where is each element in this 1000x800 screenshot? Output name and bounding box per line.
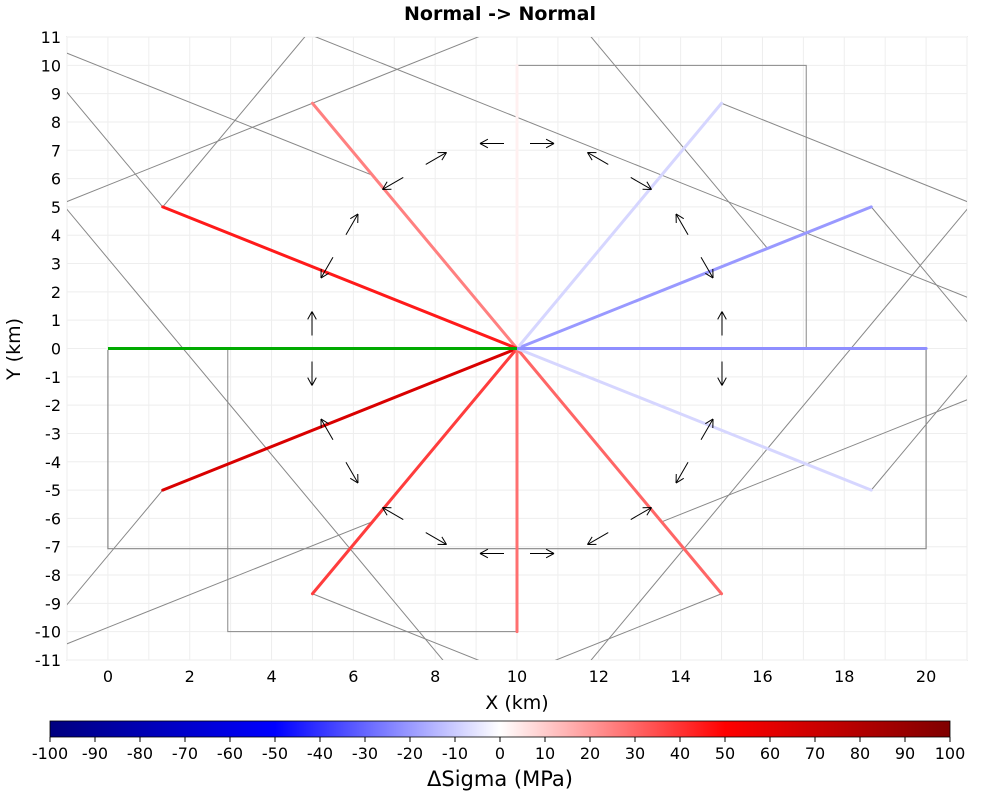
colorbar-tick-label: 100 [935, 744, 966, 763]
slip-arrow [717, 361, 727, 386]
slip-arrow [530, 548, 555, 559]
colorbar-tick-label: 20 [580, 744, 600, 763]
slip-arrow [630, 507, 652, 520]
x-tick-label: 16 [752, 667, 772, 686]
slip-arrow [345, 462, 359, 484]
colorbar-tick-label: -50 [262, 744, 288, 763]
slip-arrows [307, 138, 727, 559]
slip-arrow [717, 311, 727, 336]
chart-title: Normal -> Normal [404, 3, 596, 25]
receiver-fault-trace [161, 205, 519, 350]
slip-arrow [320, 257, 334, 279]
slip-arrow [425, 151, 447, 165]
receiver-fault-trace [310, 101, 519, 350]
y-tick-label: -6 [45, 509, 61, 528]
slip-arrow [382, 507, 404, 520]
colorbar-tick-label: 80 [850, 744, 870, 763]
y-tick-label: 8 [51, 113, 61, 132]
y-tick-label: 4 [51, 226, 61, 245]
y-tick-label: -4 [45, 453, 61, 472]
slip-arrow [307, 311, 317, 336]
x-tick-label: 20 [916, 667, 936, 686]
slip-arrow [587, 151, 609, 165]
receiver-fault-trace [161, 347, 519, 492]
slip-arrow [425, 532, 447, 546]
y-tick-label: -10 [35, 623, 61, 642]
slip-arrow [530, 138, 555, 149]
colorbar-tick-label: -60 [217, 744, 243, 763]
x-axis-ticks: 0 2 4 6 8 10 12 14 16 18 20 [103, 667, 936, 686]
y-tick-label: -8 [45, 566, 61, 585]
y-tick-label: 2 [51, 283, 61, 302]
y-tick-label: -2 [45, 396, 61, 415]
y-tick-label: -9 [45, 594, 61, 613]
colorbar-tick-label: 40 [670, 744, 690, 763]
y-tick-label: 7 [51, 141, 61, 160]
y-tick-label: 3 [51, 255, 61, 274]
colorbar-tick-label: -30 [352, 744, 378, 763]
colorbar-tick-label: -80 [127, 744, 153, 763]
y-tick-label: 5 [51, 198, 61, 217]
colorbar-tick-label: -70 [172, 744, 198, 763]
slip-arrow [345, 213, 359, 235]
x-tick-label: 8 [430, 667, 440, 686]
slip-arrow [675, 462, 689, 484]
y-tick-label: -11 [35, 651, 61, 670]
y-tick-label: 9 [51, 85, 61, 104]
x-tick-label: 18 [834, 667, 854, 686]
slip-arrow [320, 418, 334, 440]
receiver-fault-trace [515, 101, 724, 350]
slip-arrow [479, 138, 504, 149]
colorbar-tick-label: -20 [397, 744, 423, 763]
y-tick-label: 1 [51, 311, 61, 330]
x-tick-label: 12 [589, 667, 609, 686]
y-tick-label: -1 [45, 368, 61, 387]
colorbar-tick-label: 60 [760, 744, 780, 763]
colorbar-tick-label: -90 [82, 744, 108, 763]
colorbar-tick-label: 50 [715, 744, 735, 763]
x-tick-label: 14 [670, 667, 690, 686]
slip-arrow [630, 177, 652, 190]
y-tick-label: 10 [41, 56, 61, 75]
colorbar-tick-label: -100 [32, 744, 68, 763]
y-tick-label: -5 [45, 481, 61, 500]
receiver-fault-trace [515, 347, 724, 596]
colorbar-tick-label: -10 [442, 744, 468, 763]
receiver-faults [106, 63, 928, 634]
slip-arrow [700, 418, 714, 440]
receiver-fault-trace [515, 205, 873, 350]
y-axis-title: Y (km) [3, 318, 25, 381]
slip-arrow [382, 177, 404, 190]
colorbar-ticks: -100 -90 -80 -70 -60 -50 -40 -30 -20 -10 0 10 20 30 40… [32, 737, 965, 763]
colorbar-tick-label: 90 [895, 744, 915, 763]
colorbar-tick-label: -40 [307, 744, 333, 763]
x-tick-label: 10 [507, 667, 527, 686]
colorbar-tick-label: 10 [535, 744, 555, 763]
y-tick-label: 11 [41, 28, 61, 47]
receiver-fault-trace [515, 347, 873, 492]
colorbar-title: ΔSigma (MPa) [427, 767, 573, 791]
slip-arrow [307, 361, 317, 386]
colorbar-tick-label: 30 [625, 744, 645, 763]
slip-arrow [675, 213, 689, 235]
y-tick-label: -7 [45, 538, 61, 557]
slip-arrow [587, 532, 609, 546]
x-axis-title: X (km) [485, 692, 548, 714]
y-tick-label: 0 [51, 340, 61, 359]
x-tick-label: 6 [348, 667, 358, 686]
receiver-fault-trace [310, 347, 519, 596]
y-tick-label: 6 [51, 170, 61, 189]
x-tick-label: 0 [103, 667, 113, 686]
colorbar-tick-label: 0 [495, 744, 505, 763]
slip-arrow [479, 548, 504, 559]
x-tick-label: 2 [185, 667, 195, 686]
colorbar [49, 720, 951, 738]
colorbar-tick-label: 70 [805, 744, 825, 763]
x-tick-label: 4 [266, 667, 276, 686]
y-tick-label: -3 [45, 424, 61, 443]
slip-arrow [700, 257, 714, 279]
